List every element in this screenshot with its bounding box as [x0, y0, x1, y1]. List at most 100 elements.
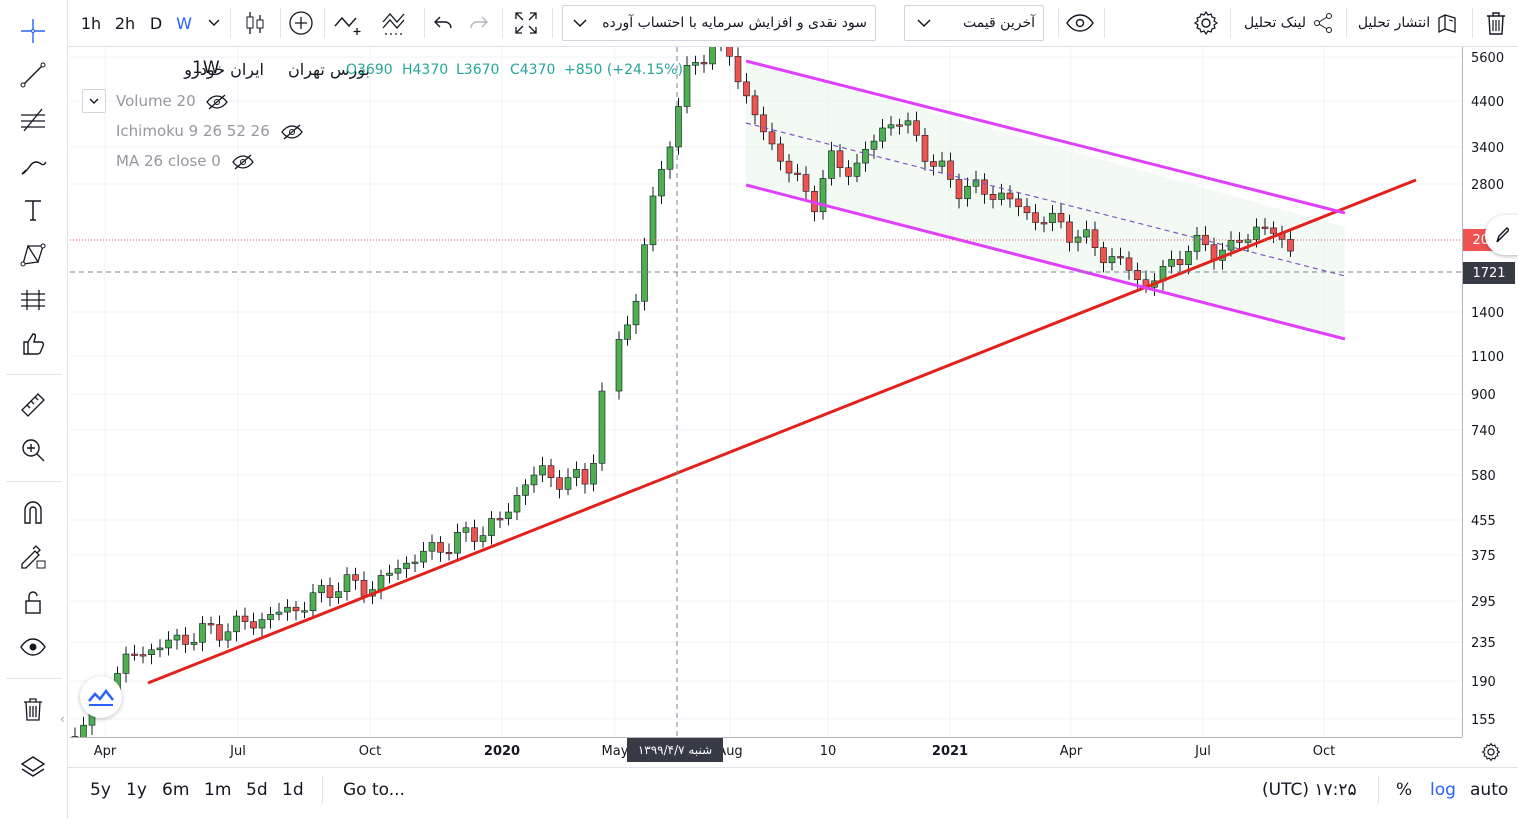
candle-body [1168, 259, 1175, 267]
price-tick-label: 375 [1471, 549, 1496, 564]
candle-body [845, 167, 852, 177]
candle-body [692, 62, 699, 66]
auto-toggle[interactable]: auto [1470, 780, 1509, 800]
percent-toggle[interactable]: % [1396, 780, 1413, 800]
axis-settings-button[interactable] [1478, 740, 1504, 764]
layers-icon[interactable] [14, 748, 52, 786]
time-axis[interactable]: Apr Jul Oct 2020 May Aug 10 2021 Apr Jul Oct شنبه … [70, 737, 1462, 768]
candle-body [819, 178, 827, 213]
candle-body [1134, 270, 1141, 281]
compare-button[interactable] [284, 0, 318, 46]
range-1y[interactable]: 1y [126, 780, 147, 800]
price-tick-label: 455 [1471, 514, 1496, 529]
visibility-button[interactable] [1062, 0, 1098, 46]
eye-off-icon[interactable] [231, 154, 254, 170]
time-tick-label: 2020 [483, 744, 521, 759]
candle-body [955, 179, 963, 200]
candle-body [488, 518, 495, 536]
interval-1h[interactable]: 1h [80, 13, 102, 33]
candle-body [615, 339, 623, 392]
time-tick-label: Jul [230, 744, 246, 759]
eye-icon [1066, 14, 1094, 32]
eye-off-icon[interactable] [206, 94, 229, 110]
undo-button[interactable] [428, 0, 458, 46]
scroll-right-button[interactable] [1485, 215, 1518, 255]
unlock-icon[interactable] [14, 583, 52, 621]
time-tick-label: May [601, 744, 629, 759]
range-6m[interactable]: 6m [162, 780, 190, 800]
fullscreen-icon [515, 12, 537, 34]
candle-body [853, 162, 861, 177]
candle-body [836, 150, 844, 169]
price-axis[interactable]: 5600 4400 3400 2800 1400 1100 900 740 580 455 375 2… [1462, 47, 1518, 737]
log-toggle[interactable]: log [1430, 780, 1456, 800]
zoom-in-icon[interactable] [14, 431, 52, 469]
dividend-adjustment-dropdown[interactable]: سود نقدی و افزایش سرمایه با احتساب آورده [562, 5, 876, 41]
fullscreen-button[interactable] [508, 0, 544, 46]
candle-body [785, 160, 793, 174]
symbol-name[interactable]: ایران خودرو [184, 60, 264, 79]
fib-icon[interactable] [14, 101, 52, 139]
publish-button[interactable]: انتشار تحلیل [1350, 0, 1466, 46]
candle-body [1083, 229, 1090, 238]
redo-button[interactable] [464, 0, 494, 46]
legend-high: H4370 [402, 62, 449, 78]
candle-body [496, 518, 504, 521]
trash-icon[interactable] [14, 690, 52, 728]
price-chart[interactable] [70, 47, 1462, 737]
templates-button[interactable] [378, 0, 414, 46]
pattern-icon[interactable] [14, 236, 52, 274]
ma-legend[interactable]: MA 26 close 0 [116, 152, 254, 170]
candle-body [1244, 239, 1252, 243]
goto-button[interactable]: Go to... [343, 780, 405, 800]
interval-d[interactable]: D [149, 13, 163, 33]
magnet-icon[interactable] [14, 493, 52, 531]
candle-body [624, 324, 631, 340]
candle-body [1261, 226, 1269, 229]
candle-body [1193, 234, 1201, 252]
ruler-icon[interactable] [14, 386, 52, 424]
remove-chart-button[interactable] [1478, 0, 1514, 46]
interval-2h[interactable]: 2h [114, 13, 136, 33]
range-5y[interactable]: 5y [90, 780, 111, 800]
clock[interactable]: ۱۷:۲۵ (UTC) [1262, 780, 1357, 800]
channel-upper-line[interactable] [745, 59, 1346, 215]
thumbs-up-icon[interactable] [14, 325, 52, 363]
candle-body [683, 64, 691, 107]
trend-line-icon[interactable] [14, 56, 52, 94]
price-tick-label: 580 [1471, 469, 1496, 484]
trash-icon [1487, 12, 1505, 35]
range-5d[interactable]: 5d [246, 780, 268, 800]
chevron-left-icon[interactable]: ‹ [60, 712, 65, 726]
eye-off-icon[interactable] [280, 124, 303, 140]
drawing-toolbar [0, 0, 68, 819]
range-1m[interactable]: 1m [204, 780, 232, 800]
lock-drawing-icon[interactable] [14, 538, 52, 576]
candle-body [947, 160, 954, 180]
ichimoku-legend[interactable]: Ichimoku 9 26 52 26 [116, 122, 303, 140]
legend-change: +850 (+24.15%) [564, 62, 683, 78]
chart-type-button[interactable] [238, 0, 272, 46]
brush-icon[interactable] [14, 146, 52, 184]
candle-body [454, 531, 461, 554]
price-tick-label: 5600 [1471, 51, 1504, 66]
collapse-legend-button[interactable] [82, 89, 106, 113]
prediction-icon[interactable] [14, 281, 52, 319]
support-trendline[interactable] [147, 178, 1417, 685]
crosshair-icon[interactable] [14, 12, 52, 50]
logo-icon[interactable] [80, 676, 122, 718]
interval-w[interactable]: W [176, 13, 192, 33]
settings-button[interactable] [1188, 0, 1224, 46]
range-1d[interactable]: 1d [282, 780, 304, 800]
price-tick-label: 2800 [1471, 178, 1504, 193]
channel-lower-line[interactable] [745, 183, 1346, 341]
text-icon[interactable] [14, 191, 52, 229]
candle-body [1287, 239, 1294, 252]
volume-legend[interactable]: Volume 20 [116, 92, 229, 110]
share-link-button[interactable]: لینک تحلیل [1234, 0, 1344, 46]
indicators-button[interactable] [330, 0, 366, 46]
interval-dropdown[interactable] [202, 0, 226, 46]
price-source-dropdown[interactable]: آخرین قیمت [904, 5, 1044, 41]
candle-body [250, 621, 257, 629]
eye-icon[interactable] [14, 628, 52, 666]
